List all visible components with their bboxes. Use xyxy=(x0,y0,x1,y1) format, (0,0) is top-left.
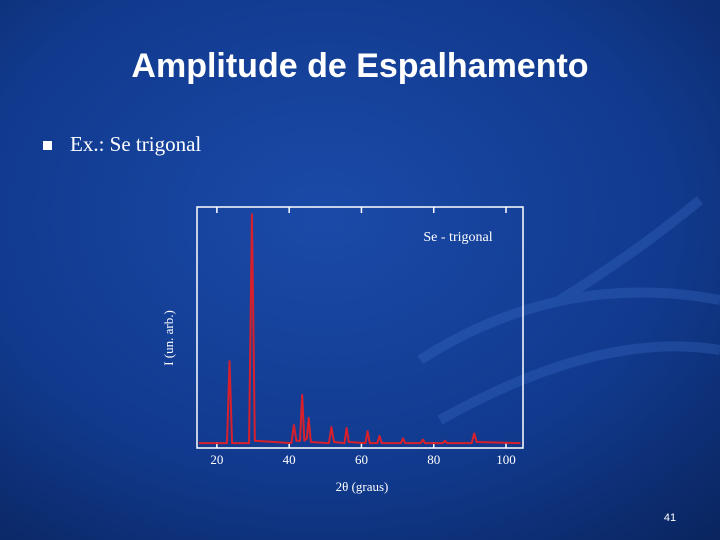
x-tick-label: 40 xyxy=(283,452,296,467)
chart: Se - trigonal 2θ (graus) I (un. arb.) 20… xyxy=(161,206,524,494)
x-tick-label: 20 xyxy=(210,452,223,467)
data-line xyxy=(198,213,521,445)
x-axis-label: 2θ (graus) xyxy=(336,479,389,494)
x-tick-label: 60 xyxy=(355,452,368,467)
bullet-marker xyxy=(43,141,52,150)
swirl xyxy=(417,196,720,425)
x-tick-label: 100 xyxy=(496,452,516,467)
y-axis-label: I (un. arb.) xyxy=(161,310,176,366)
series-label: Se - trigonal xyxy=(423,230,492,245)
page-number: 41 xyxy=(664,512,676,524)
slide-title: Amplitude de Espalhamento xyxy=(131,47,588,85)
bullet-text: Ex.: Se trigonal xyxy=(70,132,201,156)
plot-frame xyxy=(196,206,524,449)
x-tick-label: 80 xyxy=(427,452,440,467)
